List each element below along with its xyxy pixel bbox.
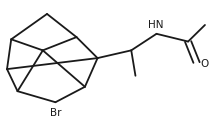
Text: HN: HN — [148, 20, 163, 30]
Text: O: O — [201, 59, 209, 69]
Text: Br: Br — [50, 108, 61, 118]
